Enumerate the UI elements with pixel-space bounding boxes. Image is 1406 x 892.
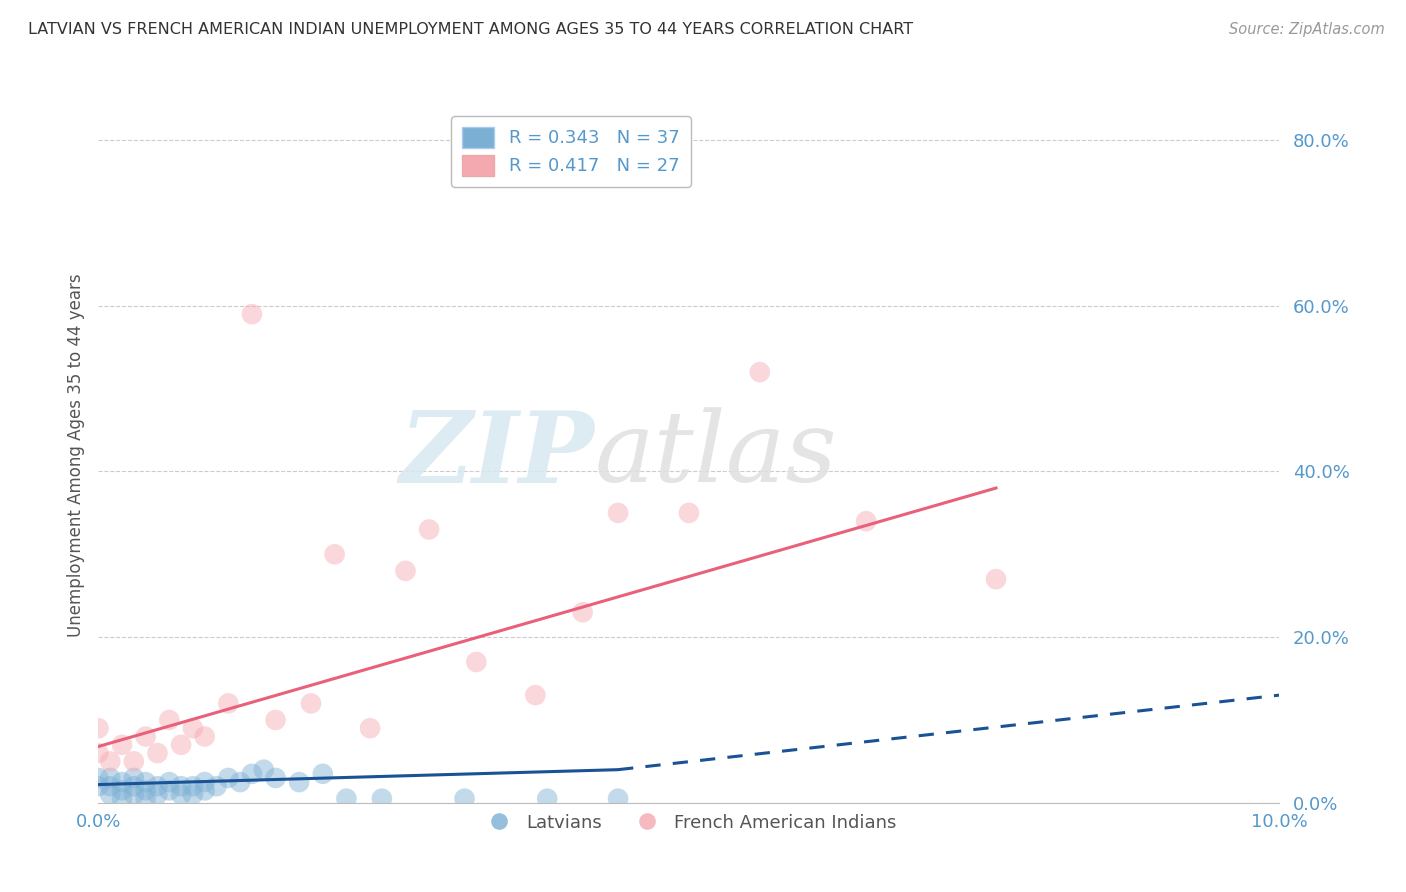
Point: [984, 572, 1007, 586]
Point: [87, 779, 110, 793]
Point: [264, 771, 287, 785]
Point: [240, 307, 263, 321]
Text: atlas: atlas: [595, 408, 837, 502]
Point: [194, 783, 217, 797]
Point: [335, 791, 357, 805]
Point: [111, 783, 134, 797]
Point: [135, 791, 157, 805]
Text: LATVIAN VS FRENCH AMERICAN INDIAN UNEMPLOYMENT AMONG AGES 35 TO 44 YEARS CORRELA: LATVIAN VS FRENCH AMERICAN INDIAN UNEMPL…: [28, 22, 914, 37]
Point: [111, 775, 134, 789]
Point: [122, 788, 145, 802]
Point: [170, 779, 193, 793]
Point: [181, 779, 204, 793]
Text: Source: ZipAtlas.com: Source: ZipAtlas.com: [1229, 22, 1385, 37]
Point: [181, 788, 204, 802]
Point: [87, 746, 110, 760]
Point: [157, 713, 180, 727]
Point: [855, 514, 877, 528]
Point: [323, 547, 346, 561]
Point: [157, 783, 180, 797]
Point: [87, 721, 110, 735]
Point: [98, 779, 121, 793]
Point: [98, 771, 121, 785]
Point: [607, 791, 630, 805]
Point: [146, 779, 169, 793]
Point: [678, 506, 700, 520]
Legend: Latvians, French American Indians: Latvians, French American Indians: [474, 806, 904, 839]
Point: [111, 791, 134, 805]
Point: [217, 771, 239, 785]
Point: [253, 763, 276, 777]
Point: [170, 788, 193, 802]
Point: [135, 775, 157, 789]
Point: [748, 365, 770, 379]
Point: [394, 564, 416, 578]
Point: [536, 791, 558, 805]
Point: [229, 775, 252, 789]
Point: [264, 713, 287, 727]
Point: [135, 783, 157, 797]
Point: [299, 697, 322, 711]
Point: [205, 779, 228, 793]
Text: ZIP: ZIP: [399, 407, 595, 503]
Point: [194, 730, 217, 744]
Point: [181, 721, 204, 735]
Point: [170, 738, 193, 752]
Point: [135, 730, 157, 744]
Point: [371, 791, 394, 805]
Point: [359, 721, 381, 735]
Point: [607, 506, 630, 520]
Point: [111, 738, 134, 752]
Point: [217, 697, 239, 711]
Point: [98, 788, 121, 802]
Point: [465, 655, 488, 669]
Point: [194, 775, 217, 789]
Point: [122, 771, 145, 785]
Point: [312, 767, 335, 781]
Point: [240, 767, 263, 781]
Point: [87, 771, 110, 785]
Point: [524, 688, 547, 702]
Point: [146, 746, 169, 760]
Point: [288, 775, 311, 789]
Point: [571, 605, 593, 619]
Point: [157, 775, 180, 789]
Point: [98, 755, 121, 769]
Point: [122, 779, 145, 793]
Point: [122, 755, 145, 769]
Point: [146, 788, 169, 802]
Point: [453, 791, 475, 805]
Y-axis label: Unemployment Among Ages 35 to 44 years: Unemployment Among Ages 35 to 44 years: [66, 273, 84, 637]
Point: [418, 523, 440, 537]
